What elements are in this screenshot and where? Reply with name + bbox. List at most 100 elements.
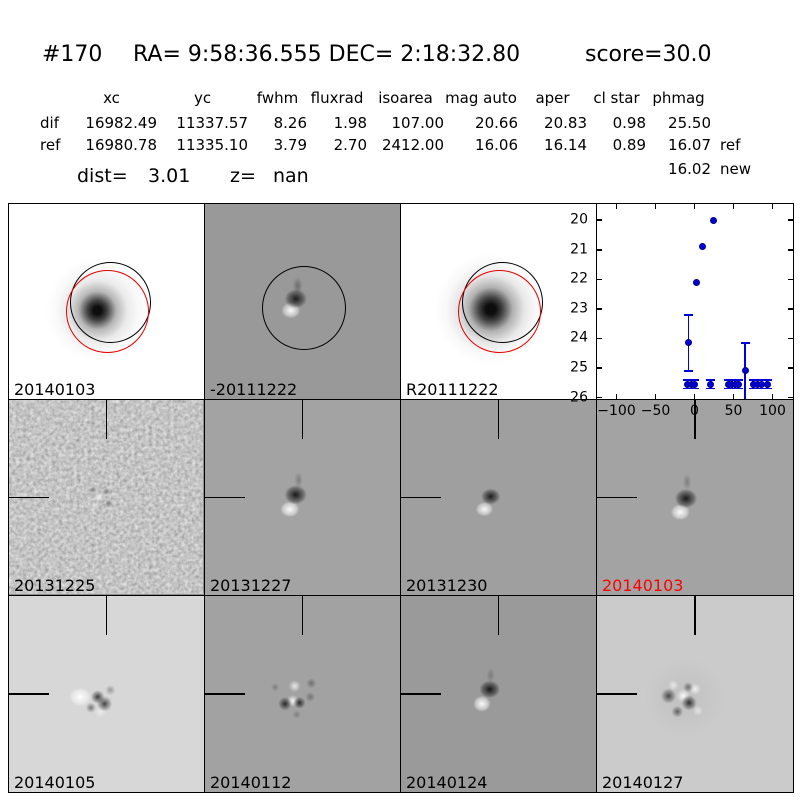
crosshair-tick-top: [105, 596, 108, 635]
panel-date-label: 20140124: [406, 773, 488, 792]
aperture-circle-red: [458, 270, 541, 353]
errorbar-cap: [762, 387, 772, 390]
cutout-stamp-20131227: 20131227: [205, 400, 401, 596]
y-axis-tick: [597, 337, 602, 340]
crosshair-tick-left: [9, 693, 49, 695]
y-axis-tick: [788, 219, 793, 222]
crosshair-tick-top: [497, 400, 500, 439]
y-axis-tick: [788, 337, 793, 340]
panel-date-label: -20111222: [210, 380, 298, 399]
ref-aper: 16.14: [544, 136, 587, 154]
y-axis-tick: [597, 219, 602, 222]
errorbar-cap: [748, 379, 758, 381]
y-axis-tick: [597, 248, 602, 251]
col-header-xc: xc: [103, 89, 120, 107]
dif-fluxrad: 1.98: [333, 114, 367, 132]
dist-z-line: dist= 3.01 z= nan: [40, 165, 440, 189]
panel-date-label: 20131230: [406, 576, 488, 595]
y-axis-tick: [788, 367, 793, 369]
col-header-fwhm: fwhm: [256, 89, 299, 107]
data-point: [734, 380, 742, 388]
table-header-row: xc yc fwhm fluxrad isoarea mag auto aper…: [40, 90, 711, 107]
ref-fluxrad: 2.70: [333, 136, 367, 154]
data-point: [763, 380, 771, 388]
x-axis-tick: [732, 204, 735, 209]
y-axis-tick: [597, 367, 602, 369]
cutout-difference-image: -20111222: [205, 204, 401, 400]
panel-date-label: 20140105: [14, 773, 96, 792]
y-axis-tick-label: 23: [570, 300, 588, 317]
aperture-circle-red: [66, 270, 149, 353]
z-value: nan: [273, 165, 309, 187]
crosshair-tick-top: [694, 400, 696, 439]
x-axis-tick-label: 50: [724, 403, 743, 419]
candidate-id: #170: [42, 42, 103, 67]
cutout-stamp-20131225: 20131225: [9, 400, 205, 596]
dif-phmag: 25.50: [668, 114, 711, 132]
x-axis-tick: [654, 394, 657, 399]
phmag-new-suffix: new: [720, 160, 752, 178]
dist-label: dist=: [77, 165, 128, 187]
dif-xc: 16982.49: [85, 114, 157, 132]
y-axis-tick: [597, 396, 602, 399]
y-axis-tick: [788, 396, 793, 399]
crosshair-tick-left: [597, 693, 637, 695]
data-point: [684, 339, 692, 347]
errorbar-cap: [757, 387, 767, 390]
ref-isoarea: 2412.00: [381, 136, 444, 154]
cutout-reference-image: R20111222: [401, 204, 597, 400]
dif-isoarea: 107.00: [391, 114, 445, 132]
crosshair-tick-left: [205, 693, 245, 695]
x-axis-tick: [615, 394, 618, 399]
errorbar-cap: [740, 342, 750, 344]
ref-xc: 16980.78: [85, 136, 157, 154]
dif-suffix: [711, 115, 780, 132]
errorbar-cap: [757, 379, 767, 381]
errorbar-cap: [690, 379, 699, 381]
ref-yc: 11335.10: [176, 136, 248, 154]
x-axis-tick-label: 100: [759, 403, 786, 419]
y-axis-tick: [597, 278, 602, 281]
errorbar-cap: [733, 387, 743, 390]
row-label-dif: dif: [40, 114, 59, 132]
row-label-ref: ref: [40, 136, 61, 154]
panel-date-label: 20140127: [602, 773, 684, 792]
dif-clstar: 0.98: [612, 114, 646, 132]
crosshair-tick-top: [497, 596, 500, 635]
dif-magauto: 20.66: [475, 114, 518, 132]
col-header-yc: yc: [193, 89, 212, 107]
errorbar-cap: [733, 379, 743, 381]
x-axis-tick-label: 0: [690, 403, 699, 419]
ref-suffix: ref: [720, 136, 741, 154]
cutout-stamp-20140103: 20140103: [597, 400, 793, 596]
crosshair-tick-left: [205, 496, 245, 499]
dif-yc: 11337.57: [176, 114, 248, 132]
y-axis-tick-label: 22: [570, 270, 588, 287]
table-corner: [40, 90, 66, 107]
aperture-circle-black: [262, 266, 346, 350]
panel-date-label: 20140112: [210, 773, 292, 792]
phmag-new-line: 16.02 new: [40, 160, 751, 178]
x-axis-tick: [615, 204, 618, 209]
cutout-stamp-20131230: 20131230: [401, 400, 597, 596]
x-axis-tick: [693, 204, 696, 209]
data-point: [693, 278, 701, 286]
x-axis-tick: [693, 394, 696, 399]
figure-title: #170 RA= 9:58:36.555 DEC= 2:18:32.80 sco…: [0, 42, 800, 70]
data-point: [707, 380, 715, 388]
errorbar-cap: [748, 387, 758, 390]
y-axis-tick: [788, 278, 793, 281]
errorbar-cap: [762, 379, 772, 381]
errorbar-cap: [683, 370, 693, 372]
cutout-stamp-20140105: 20140105: [9, 596, 205, 792]
col-header-phmag: phmag: [652, 89, 705, 107]
cutout-stamp-20140124: 20140124: [401, 596, 597, 792]
phmag-new-value: 16.02: [668, 160, 711, 178]
x-axis-tick: [732, 394, 735, 399]
crosshair-tick-top: [301, 400, 304, 439]
col-header-magauto: mag auto: [445, 89, 517, 107]
crosshair-tick-left: [9, 496, 49, 499]
x-axis-tick: [771, 394, 774, 399]
dist-value: 3.01: [148, 165, 191, 187]
col-header-clstar: cl star: [593, 89, 640, 107]
